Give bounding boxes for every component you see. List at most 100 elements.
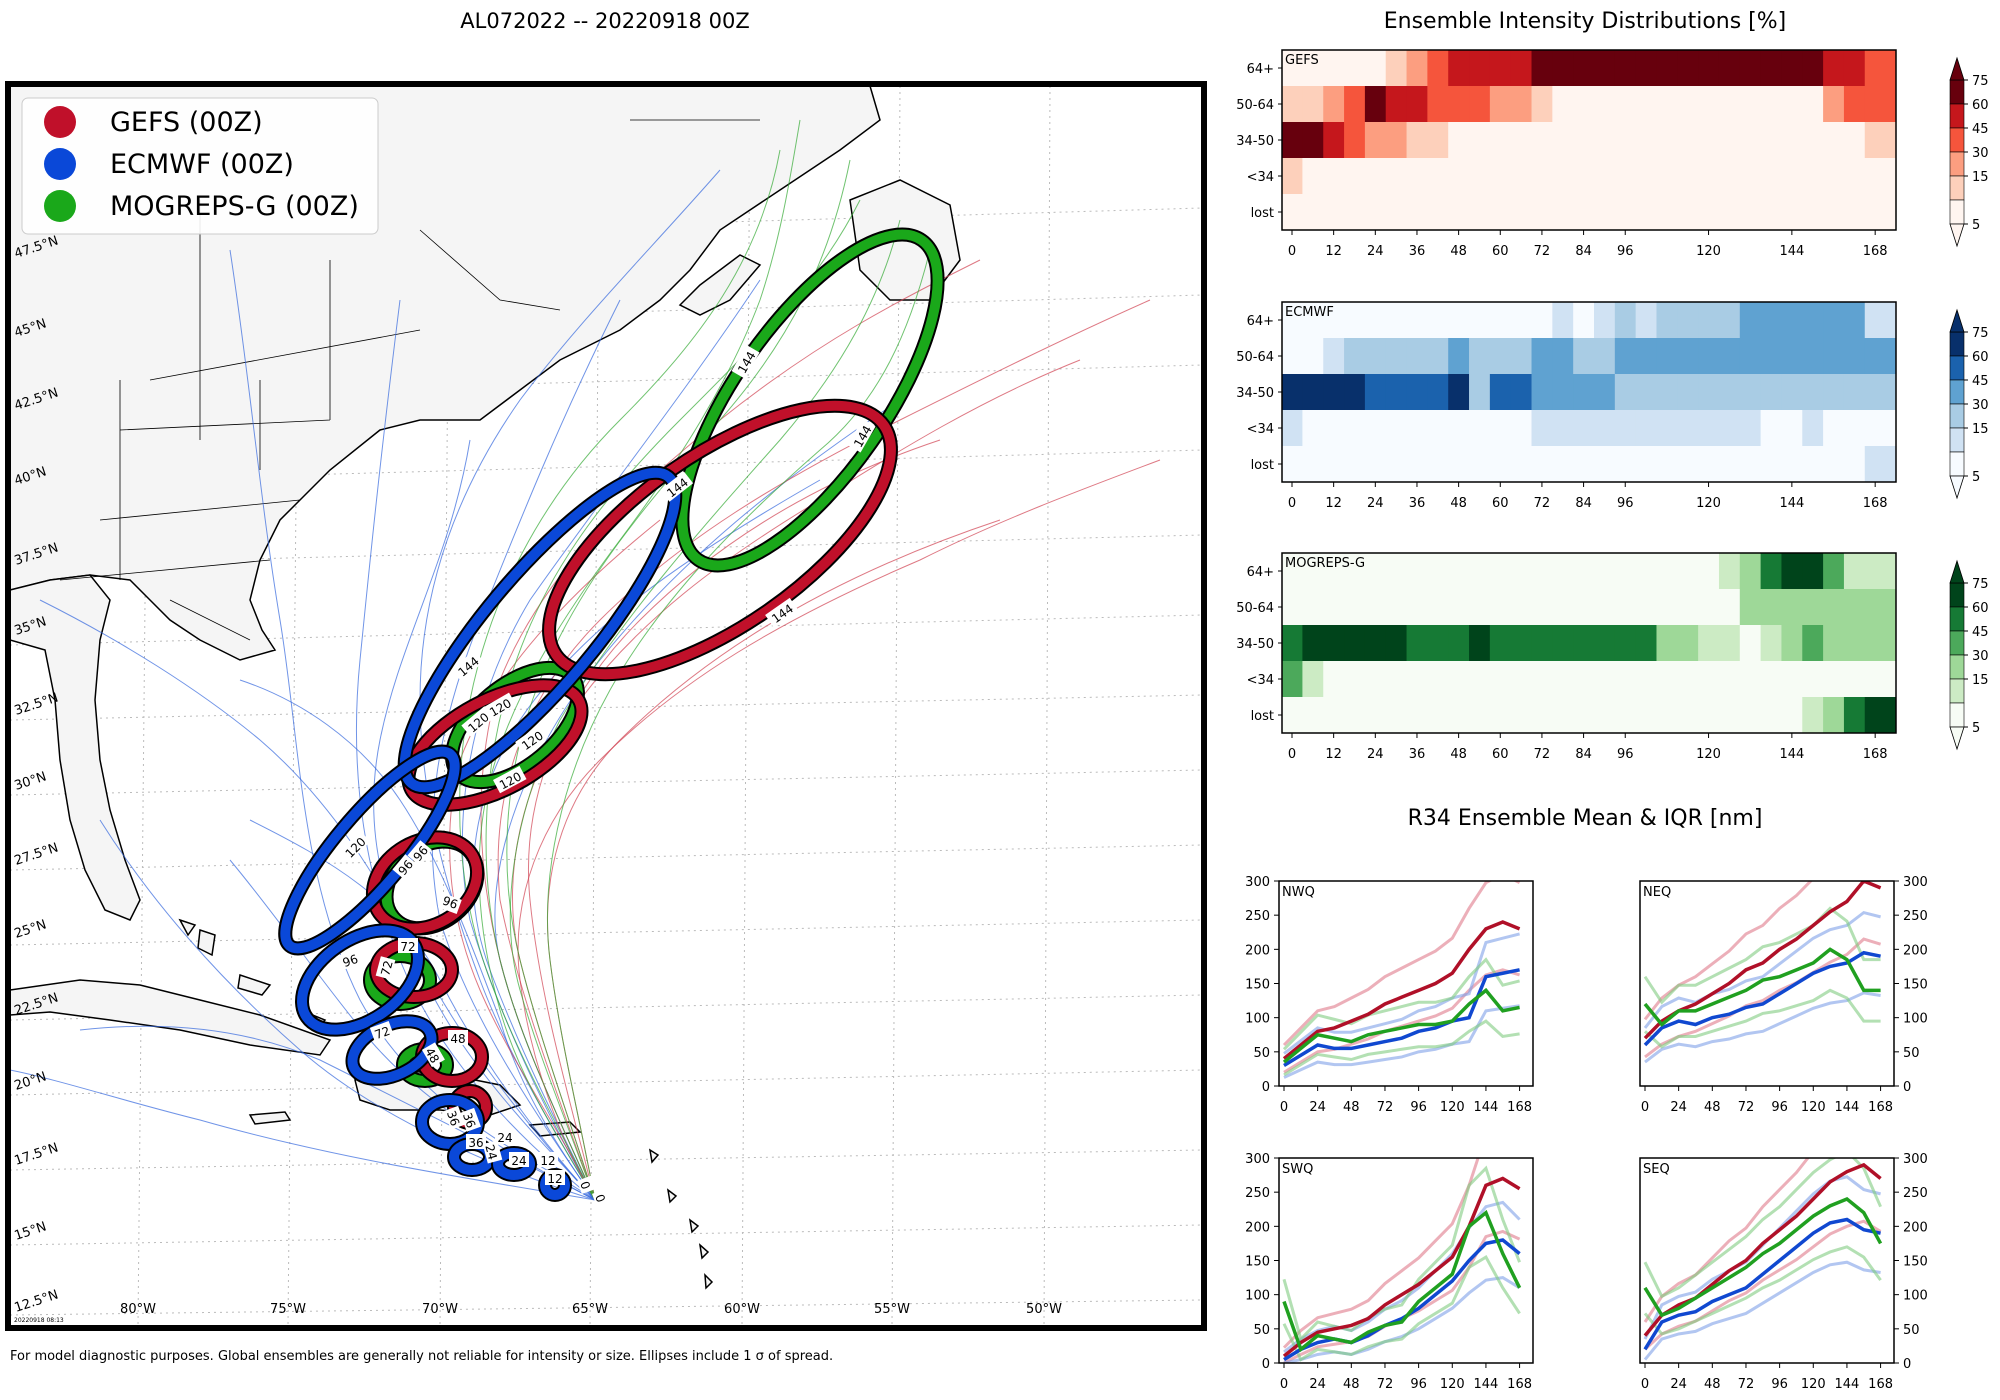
heatmap-cell (1843, 194, 1866, 231)
heatmap-cell (1302, 50, 1324, 87)
heatmap-cell (1823, 374, 1845, 411)
heatmap-cell (1489, 410, 1512, 447)
iqr-line-gefs-high (1282, 1158, 1480, 1349)
y-tick-label: 300 (1245, 1152, 1270, 1167)
heatmap-cell (1552, 158, 1574, 195)
heatmap-cell (1677, 302, 1699, 339)
heatmap-cell (1302, 446, 1324, 483)
x-tick-label: 72 (1534, 496, 1551, 511)
heatmap-cell (1635, 302, 1657, 339)
heatmap-cell (1656, 589, 1678, 626)
heatmap-cell (1344, 338, 1366, 375)
colorbar-label: 45 (1972, 374, 1989, 389)
colorbar-segment (1949, 355, 1965, 381)
svg-text:96: 96 (341, 952, 360, 970)
heatmap-cell (1823, 697, 1845, 734)
heatmap-cell (1823, 553, 1845, 590)
heatmap-cell (1510, 122, 1533, 159)
heatmap-cell (1282, 589, 1303, 626)
nova-scotia-land (678, 254, 762, 316)
heatmap-cell (1469, 86, 1491, 123)
heatmap-cell (1344, 697, 1366, 734)
map-title: AL072022 -- 20220918 00Z (460, 9, 749, 33)
colorbar-label: 15 (1972, 422, 1989, 437)
y-tick-label: 200 (1903, 1220, 1928, 1235)
heatmap-cell (1469, 374, 1491, 411)
mean-line-ecmwf (1643, 950, 1881, 1047)
heatmap-cell (1718, 589, 1741, 626)
x-tick-label: 168 (1507, 1377, 1532, 1392)
colorbar-segment (1949, 175, 1965, 201)
heatmap-cell (1698, 410, 1720, 447)
heatmap-frame (1281, 301, 1897, 483)
heatmap-cell (1718, 661, 1741, 698)
heatmap-cell (1635, 553, 1657, 590)
heatmap-cell (1864, 625, 1897, 662)
heatmap-cell (1427, 661, 1449, 698)
y-tick-label: 50 (1903, 1323, 1920, 1338)
heatmap-cell (1573, 410, 1595, 447)
heatmap-cell (1531, 589, 1553, 626)
ellipse-label-24a: 24 (495, 1129, 515, 1145)
heatmap-cell (1781, 553, 1803, 590)
heatmap-cell (1510, 50, 1533, 87)
heatmap-cell (1448, 589, 1470, 626)
heatmap-cell (1635, 86, 1657, 123)
heatmap-cell (1718, 122, 1741, 159)
heatmap-cell (1385, 410, 1408, 447)
heatmap-cell (1531, 374, 1553, 411)
iqr-line-ecmwf-low (1643, 1260, 1881, 1361)
heatmap-cell (1635, 122, 1657, 159)
heatmap-cell (1552, 589, 1574, 626)
iqr-line-mogreps-g-high (1282, 957, 1520, 1051)
heatmap-cell (1864, 158, 1897, 195)
heatmap-cell (1760, 194, 1782, 231)
heatmap-cell (1635, 194, 1657, 231)
x-tick-label: 96 (1617, 244, 1634, 259)
colorbar-segment (1949, 403, 1965, 429)
svg-text:12: 12 (547, 1172, 562, 1186)
heatmap-cell (1427, 374, 1449, 411)
heatmap-cell (1698, 625, 1720, 662)
heatmap-cell (1698, 338, 1720, 375)
heatmap-cell (1282, 338, 1303, 375)
heatmap-cell (1739, 50, 1762, 87)
ellipse-label-24c: 24 (509, 1152, 529, 1168)
x-tick-label: 144 (1779, 496, 1804, 511)
heatmap-cell (1718, 410, 1741, 447)
heatmap-cell (1323, 194, 1345, 231)
heatmap-cell (1635, 338, 1657, 375)
heatmap-cell (1823, 446, 1845, 483)
x-tick-label: 72 (1738, 1100, 1755, 1115)
legend-marker-gefs (44, 106, 76, 138)
y-tick-label: 50 (1903, 1046, 1920, 1061)
heatmap-cell (1614, 410, 1637, 447)
heatmap-cell (1698, 374, 1720, 411)
heatmap-cell (1385, 553, 1408, 590)
heatmap-cell (1282, 410, 1303, 447)
heatmap-cell (1739, 625, 1762, 662)
heatmap-cell (1385, 86, 1408, 123)
colorbar-arrow-bottom (1949, 475, 1965, 500)
mean-line-gefs (1282, 920, 1521, 1061)
heatmap-cell (1656, 661, 1678, 698)
heatmap-cell (1344, 374, 1366, 411)
heatmap-cell (1781, 661, 1803, 698)
heatmap-cell (1823, 302, 1845, 339)
intensity-panel-mogreps-g: 64+ 50-64 34-50 <34 lost MOGREPS-G 0 12 24 36 48 60… (1236, 552, 1989, 762)
iqr-line-mogreps-g-high (1282, 1165, 1521, 1342)
x-tick-label: 24 (1670, 1377, 1687, 1392)
ellipse-label-36a: 36 (460, 1107, 481, 1132)
heatmap-cell (1385, 194, 1408, 231)
y-tick-label: 300 (1903, 1152, 1928, 1167)
r34-series-group (1282, 881, 1521, 1079)
heatmap-cell (1323, 553, 1345, 590)
heatmap-cell (1843, 589, 1866, 626)
heatmap-cell (1531, 122, 1553, 159)
svg-text:72: 72 (373, 1024, 392, 1042)
heatmap-cell (1594, 158, 1616, 195)
colorbar-segment (1949, 451, 1965, 477)
colorbar-segment (1949, 582, 1965, 608)
heatmap-cell (1864, 338, 1897, 375)
x-tick-label: 168 (1868, 1100, 1893, 1115)
